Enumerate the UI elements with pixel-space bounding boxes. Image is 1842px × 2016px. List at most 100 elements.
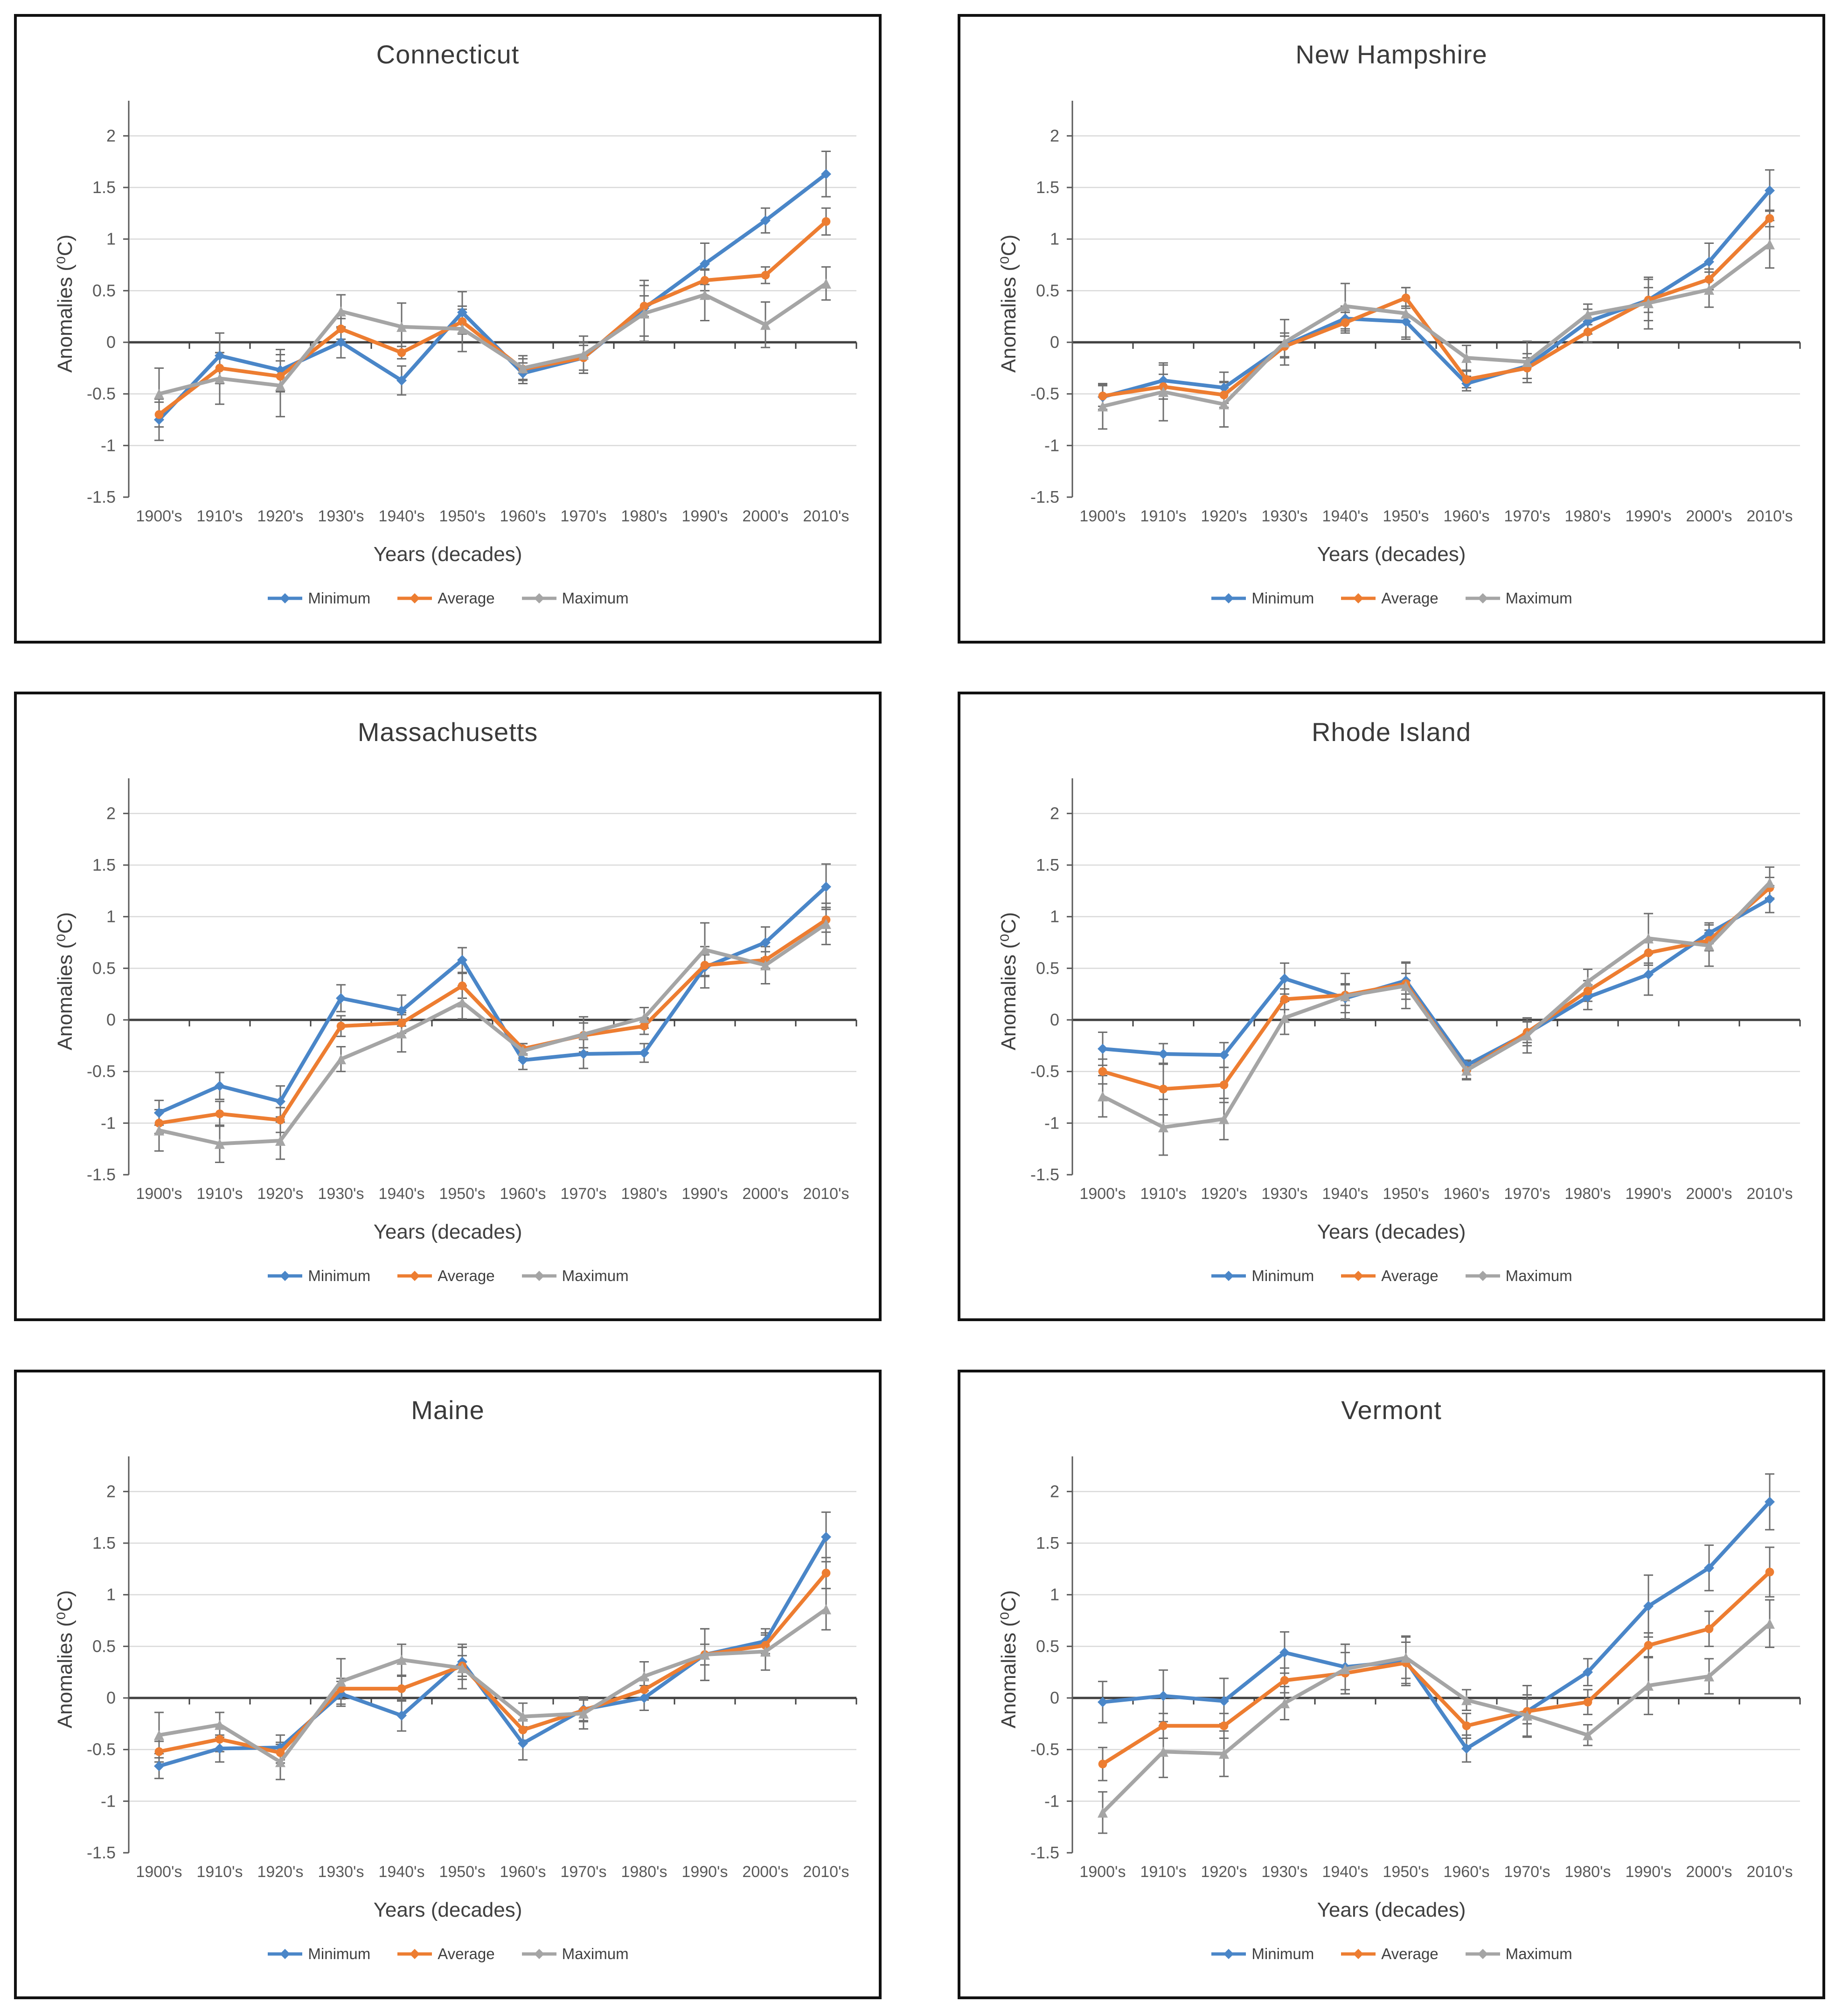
legend-marker-icon (1211, 593, 1246, 603)
x-tick-label: 1980's (1564, 1863, 1611, 1881)
marker-average (1159, 1084, 1168, 1094)
y-tick-label: -1.5 (1030, 487, 1059, 506)
series-line-average (1101, 1570, 1772, 1766)
marker-minimum (760, 215, 771, 226)
marker-average (215, 363, 224, 373)
marker-average (1644, 948, 1653, 957)
y-axis-title: Anomalies (⁰C) (54, 1590, 76, 1728)
marker-minimum (1765, 185, 1775, 196)
x-axis-title: Years (decades) (1317, 1220, 1466, 1243)
marker-maximum (1765, 239, 1775, 249)
marker-average (458, 981, 467, 991)
series-line-maximum (1101, 880, 1772, 1129)
legend-item-minimum: Minimum (1210, 589, 1314, 607)
legend-label: Average (1381, 589, 1439, 607)
y-tick-label: 0 (106, 1688, 116, 1707)
x-tick-label: 2000's (1686, 1863, 1732, 1881)
marker-minimum (1158, 375, 1168, 386)
marker-maximum (700, 1649, 710, 1660)
x-tick-label: 1910's (196, 507, 243, 525)
x-tick-label: 1920's (257, 1185, 303, 1203)
y-tick-label: -1 (101, 1113, 116, 1132)
x-tick-label: 1960's (500, 1185, 546, 1203)
x-tick-label: 1900's (136, 507, 182, 525)
x-axis-title: Years (decades) (373, 1898, 522, 1921)
marker-average (761, 270, 770, 280)
series-line-minimum (1101, 1500, 1772, 1751)
y-tick-label: 0.5 (1036, 281, 1059, 300)
legend-item-maximum: Maximum (1465, 1945, 1572, 1963)
x-tick-label: 1970's (1504, 507, 1550, 525)
series-line-average (1101, 216, 1772, 398)
x-tick-label: 2010's (803, 1185, 849, 1203)
y-tick-label: 0 (1050, 1688, 1059, 1707)
marker-average (1280, 1676, 1289, 1685)
y-tick-label: 2 (1050, 1482, 1059, 1501)
x-tick-label: 1940's (378, 1185, 424, 1203)
legend-item-minimum: Minimum (267, 589, 370, 607)
legend-marker-icon (1341, 593, 1376, 603)
marker-maximum (1583, 309, 1593, 320)
y-tick-label: -1 (1044, 436, 1059, 455)
marker-maximum (1219, 1114, 1229, 1124)
marker-minimum (1158, 1690, 1168, 1701)
y-tick-label: 2 (1050, 126, 1059, 145)
y-tick-label: -1.5 (87, 1843, 116, 1862)
x-tick-label: 2010's (803, 507, 849, 525)
legend: Minimum Average Maximum (17, 1267, 879, 1285)
y-tick-label: 0 (1050, 1010, 1059, 1029)
marker-maximum (1098, 1091, 1108, 1102)
marker-average (215, 1735, 224, 1744)
y-tick-label: 0 (106, 333, 116, 352)
marker-average (1219, 1721, 1229, 1731)
marker-maximum (821, 1604, 831, 1614)
chart-plot: 2 1.5 1 0.5 0 -0.5 -1 -1.5 1900's 1910's 1920's 193… (997, 778, 1801, 1203)
y-tick-label: -1 (1044, 1113, 1059, 1132)
x-tick-label: 1990's (681, 507, 728, 525)
x-tick-label: 1980's (1564, 1185, 1611, 1203)
legend-label: Maximum (1505, 589, 1572, 607)
marker-maximum (154, 1730, 164, 1740)
y-tick-label: 0 (106, 1010, 116, 1029)
y-tick-label: 2 (106, 1482, 116, 1501)
series-line-maximum (157, 922, 828, 1146)
x-tick-label: 2010's (1746, 507, 1793, 525)
marker-maximum (1643, 933, 1654, 944)
legend-label: Maximum (1505, 1945, 1572, 1962)
y-tick-label: 0.5 (1036, 958, 1059, 977)
x-tick-label: 1990's (681, 1185, 728, 1203)
chart-title: New Hampshire (1295, 40, 1488, 69)
x-tick-label: 1920's (1201, 507, 1247, 525)
series-line-maximum (1101, 1621, 1772, 1815)
y-tick-label: 1 (106, 1585, 116, 1604)
marker-maximum (1704, 1671, 1714, 1682)
legend-item-average: Average (396, 589, 495, 607)
legend-marker-icon (268, 1949, 303, 1959)
y-tick-label: -0.5 (1030, 1062, 1059, 1081)
y-tick-label: 0.5 (92, 281, 116, 300)
x-tick-label: 1940's (378, 1863, 424, 1881)
legend-label: Average (1381, 1945, 1439, 1962)
legend-item-average: Average (1340, 1945, 1439, 1963)
marker-maximum (275, 380, 285, 391)
marker-minimum (1219, 382, 1229, 393)
marker-minimum (154, 1108, 164, 1118)
y-axis-title: Anomalies (⁰C) (997, 235, 1020, 373)
marker-minimum (1704, 256, 1714, 267)
legend-marker-icon (1341, 1271, 1376, 1281)
x-tick-label: 1920's (257, 507, 303, 525)
marker-average (1401, 293, 1411, 303)
marker-maximum (1340, 301, 1350, 312)
marker-maximum (154, 1125, 164, 1136)
legend-item-maximum: Maximum (1465, 1267, 1572, 1285)
marker-maximum (1401, 1652, 1411, 1663)
marker-maximum (1522, 357, 1532, 367)
chart-title: Vermont (1341, 1395, 1442, 1425)
x-tick-label: 1970's (1504, 1863, 1550, 1881)
chart-panel-maine: 2 1.5 1 0.5 0 -0.5 -1 -1.5 1900's 1910's 1920's 193… (14, 1370, 882, 1999)
x-tick-label: 1970's (560, 507, 606, 525)
legend-item-minimum: Minimum (1210, 1267, 1314, 1285)
legend-item-average: Average (396, 1945, 495, 1963)
marker-minimum (1098, 1043, 1108, 1054)
x-tick-label: 1930's (318, 1185, 364, 1203)
